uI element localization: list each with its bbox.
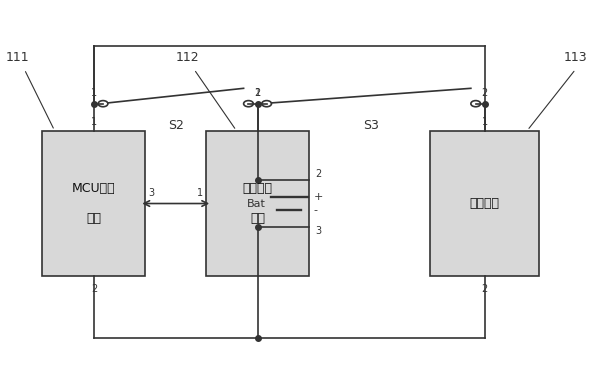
Text: 111: 111	[6, 51, 30, 65]
Text: 3: 3	[315, 226, 321, 236]
Text: 电压测量: 电压测量	[242, 182, 273, 195]
Text: 2: 2	[482, 284, 488, 294]
FancyBboxPatch shape	[430, 131, 539, 276]
Text: 1: 1	[255, 88, 261, 98]
FancyBboxPatch shape	[206, 131, 309, 276]
Text: 3: 3	[148, 188, 155, 198]
Text: 1: 1	[91, 88, 97, 98]
Text: 2: 2	[482, 88, 488, 98]
Text: 模块: 模块	[87, 212, 101, 225]
Text: 113: 113	[564, 51, 587, 65]
Text: Bat: Bat	[247, 199, 266, 209]
Text: 2: 2	[255, 88, 261, 98]
Text: +: +	[314, 192, 323, 202]
Text: S3: S3	[363, 119, 379, 132]
Text: 1: 1	[482, 117, 488, 127]
Text: 2: 2	[315, 169, 321, 179]
Text: 112: 112	[176, 51, 199, 65]
Text: 2: 2	[91, 284, 97, 294]
Text: 模块: 模块	[250, 212, 265, 225]
Text: 1: 1	[91, 117, 97, 127]
FancyBboxPatch shape	[42, 131, 145, 276]
Text: S2: S2	[168, 119, 184, 132]
Text: MCU控制: MCU控制	[72, 182, 116, 195]
Text: 储能单元: 储能单元	[470, 197, 500, 210]
Text: 1: 1	[197, 188, 203, 198]
Text: -: -	[314, 205, 318, 215]
